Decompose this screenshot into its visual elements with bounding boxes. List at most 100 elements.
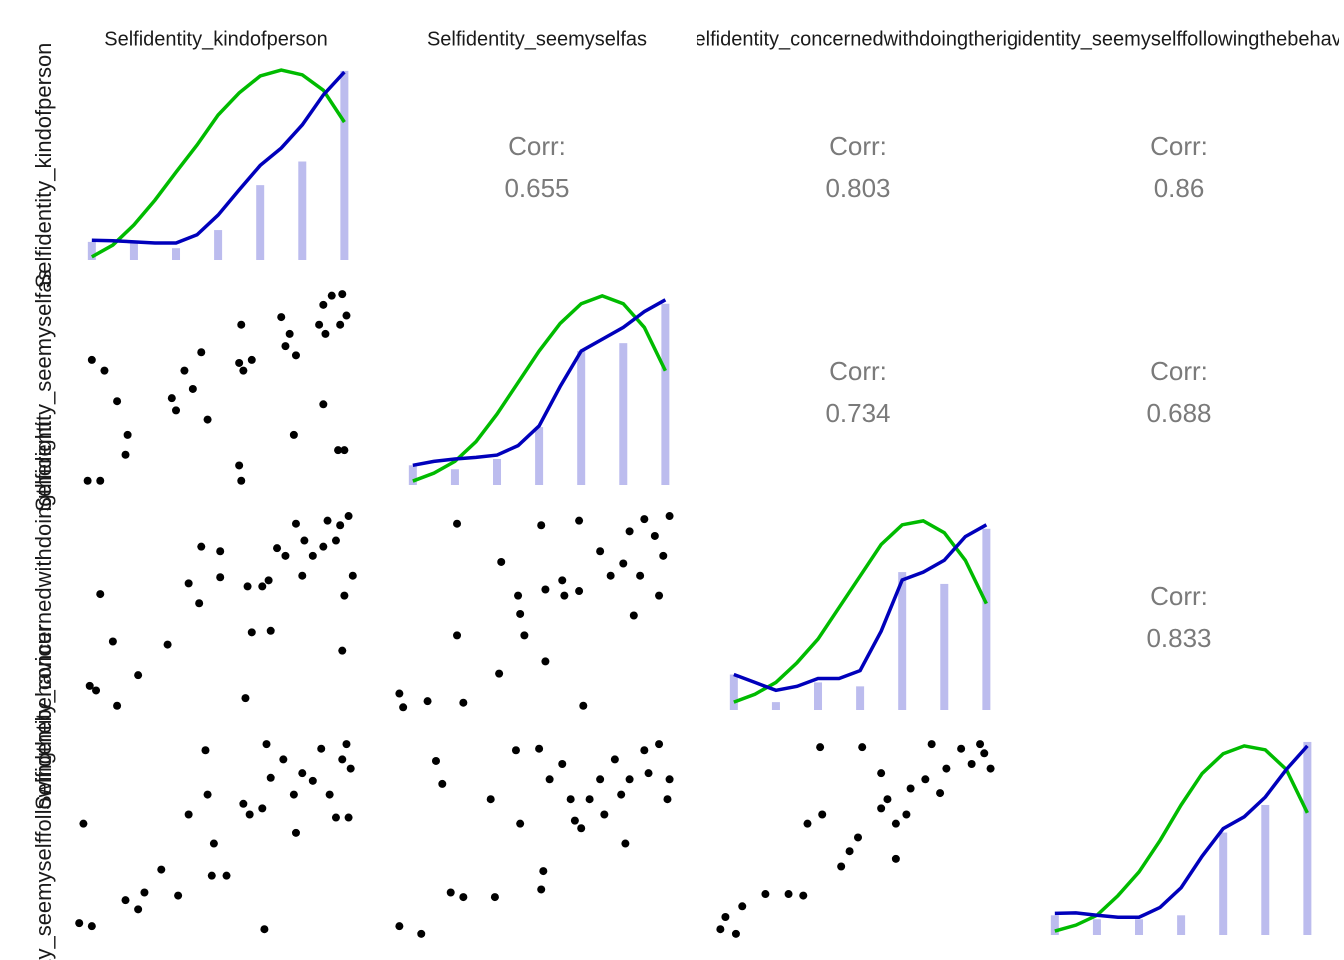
histogram-bar — [1261, 804, 1270, 935]
scatter-point — [625, 775, 634, 784]
scatter-point — [239, 799, 248, 808]
scatter-point — [334, 446, 343, 455]
histogram-bar — [340, 70, 349, 260]
scatter-point — [665, 512, 674, 521]
scatter-point — [417, 929, 426, 938]
scatter-point — [784, 890, 793, 899]
scatter-point — [936, 789, 945, 798]
scatter-point — [585, 795, 594, 804]
scatter-point — [123, 430, 132, 439]
histogram-bar — [856, 686, 865, 710]
histogram-bar — [298, 161, 307, 260]
scatter-point — [113, 397, 122, 406]
histogram-bar — [982, 528, 991, 710]
scatter-point — [520, 631, 529, 640]
scatter-point — [100, 366, 109, 375]
scatter-point — [537, 885, 546, 894]
scatter-point — [291, 519, 300, 528]
scatter-point — [83, 476, 92, 485]
scatter-point — [799, 891, 808, 900]
scatter-point — [75, 919, 84, 928]
histogram-bar — [129, 243, 138, 260]
scatter-point — [87, 922, 96, 931]
scatter-point — [279, 755, 288, 764]
scatter-point — [560, 591, 569, 600]
scatter-point — [976, 740, 985, 749]
scatter-point — [300, 536, 309, 545]
scatter-point — [395, 689, 404, 698]
scatter-point — [121, 450, 130, 459]
scatter-point — [575, 587, 584, 596]
scatter-point — [636, 571, 645, 580]
scatter-point — [927, 740, 936, 749]
scatter-point — [511, 746, 520, 755]
corr-label: Corr: — [1150, 131, 1208, 161]
scatter-point — [942, 764, 951, 773]
histogram-bar — [1092, 919, 1101, 935]
scatter-point — [344, 512, 353, 521]
scatter-point — [738, 902, 747, 911]
histogram-bar — [450, 469, 459, 485]
scatter-point — [803, 819, 812, 828]
scatter-point — [619, 559, 628, 568]
scatter-point — [716, 925, 725, 934]
row-label: Selfidentity_kindofperson — [31, 43, 56, 289]
scatter-point — [453, 631, 462, 640]
scatter-point — [399, 703, 408, 712]
scatter-point — [134, 671, 143, 680]
scatter-point — [342, 740, 351, 749]
scatter-point — [348, 571, 357, 580]
scatter-point — [655, 591, 664, 600]
scatter-point — [247, 628, 256, 637]
scatter-point — [140, 888, 149, 897]
column-header: Selfidentity_concernedwithdoingtheright — [681, 28, 1035, 50]
histogram-bar — [1135, 919, 1144, 935]
column-strip: Selfidentity_kindofperson — [104, 28, 327, 50]
scatter-point — [113, 701, 122, 710]
normal-curve — [90, 68, 346, 259]
scatter-point — [883, 795, 892, 804]
scatter-point — [570, 816, 579, 825]
scatter-point — [331, 813, 340, 822]
scatter-point — [344, 813, 353, 822]
histogram-bar — [729, 674, 738, 710]
corr-label: Corr: — [1150, 581, 1208, 611]
scatter-point — [650, 531, 659, 540]
scatter-point — [600, 810, 609, 819]
scatter-point — [967, 760, 976, 769]
scatter-point — [289, 430, 298, 439]
density-curve — [733, 523, 988, 693]
scatter-point — [816, 743, 825, 752]
histogram-bar — [256, 185, 265, 260]
scatter-point — [516, 609, 525, 618]
scatter-point — [497, 557, 506, 566]
scatter-point — [858, 743, 867, 752]
scatter-point — [438, 779, 447, 788]
scatter-point — [291, 351, 300, 360]
scatter-point — [273, 544, 282, 553]
column-strip: Selfidentity_seemyselfas — [427, 28, 647, 50]
corr-value: 0.833 — [1146, 623, 1211, 653]
scatter-point — [321, 329, 330, 338]
scatter-point — [197, 542, 206, 551]
scatter-point — [281, 551, 290, 560]
scatter-point — [596, 547, 605, 556]
scatter-point — [245, 810, 254, 819]
histogram-bar — [898, 572, 907, 710]
scatter-point — [308, 551, 317, 560]
scatter-point — [327, 291, 336, 300]
corr-label: Corr: — [829, 131, 887, 161]
scatter-point — [644, 769, 653, 778]
density-curve — [91, 70, 346, 245]
scatter-point — [338, 646, 347, 655]
histogram-bar — [771, 702, 780, 710]
scatter-point — [731, 929, 740, 938]
scatter-point — [195, 599, 204, 608]
scatter-point — [319, 300, 328, 309]
scatter-point — [237, 476, 246, 485]
scatter-point — [495, 669, 504, 678]
scatter-point — [336, 320, 345, 329]
scatter-point — [640, 746, 649, 755]
scatter-point — [558, 576, 567, 585]
